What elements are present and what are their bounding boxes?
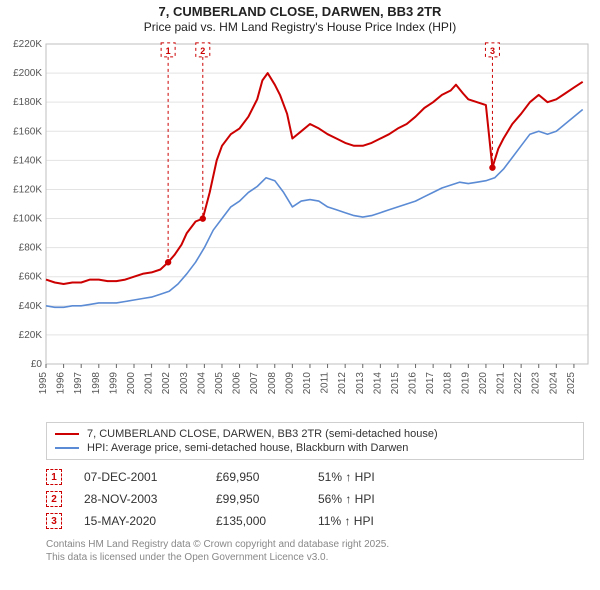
chart-svg: £0 £20K £40K £60K £80K £100K £120K £140K £160K £1… — [0, 36, 600, 416]
sale-price-2: £99,950 — [216, 492, 296, 506]
svg-text:£60K: £60K — [19, 272, 43, 283]
svg-text:3: 3 — [490, 46, 495, 56]
svg-text:2003: 2003 — [179, 372, 190, 395]
svg-text:1998: 1998 — [91, 372, 102, 395]
sale-badge-2: 2 — [46, 491, 62, 507]
svg-text:£220K: £220K — [13, 39, 42, 50]
svg-text:2013: 2013 — [355, 372, 366, 395]
sales-row: 3 15-MAY-2020 £135,000 11% ↑ HPI — [46, 510, 584, 532]
svg-text:2: 2 — [200, 46, 205, 56]
chart-title: 7, CUMBERLAND CLOSE, DARWEN, BB3 2TR — [0, 4, 600, 19]
svg-text:1995: 1995 — [38, 372, 49, 395]
legend-swatch-property — [55, 433, 79, 435]
svg-text:2004: 2004 — [196, 372, 207, 395]
svg-text:2007: 2007 — [249, 372, 260, 395]
svg-text:2005: 2005 — [214, 372, 225, 395]
svg-text:2001: 2001 — [144, 372, 155, 395]
svg-text:2018: 2018 — [443, 372, 454, 395]
svg-text:£200K: £200K — [13, 68, 42, 79]
legend: 7, CUMBERLAND CLOSE, DARWEN, BB3 2TR (se… — [46, 422, 584, 460]
sale-badge-3: 3 — [46, 513, 62, 529]
svg-text:£100K: £100K — [13, 214, 42, 225]
title-block: 7, CUMBERLAND CLOSE, DARWEN, BB3 2TR Pri… — [0, 0, 600, 36]
sales-row: 1 07-DEC-2001 £69,950 51% ↑ HPI — [46, 466, 584, 488]
svg-text:2020: 2020 — [478, 372, 489, 395]
svg-text:2000: 2000 — [126, 372, 137, 395]
footer: Contains HM Land Registry data © Crown c… — [46, 538, 584, 564]
svg-text:2014: 2014 — [372, 372, 383, 395]
svg-text:1: 1 — [166, 46, 171, 56]
footer-line-2: This data is licensed under the Open Gov… — [46, 551, 584, 564]
legend-item-hpi: HPI: Average price, semi-detached house,… — [55, 441, 575, 455]
legend-label-property: 7, CUMBERLAND CLOSE, DARWEN, BB3 2TR (se… — [87, 428, 438, 440]
svg-text:2017: 2017 — [425, 372, 436, 395]
svg-text:2006: 2006 — [232, 372, 243, 395]
legend-item-property: 7, CUMBERLAND CLOSE, DARWEN, BB3 2TR (se… — [55, 427, 575, 441]
svg-text:2022: 2022 — [513, 372, 524, 395]
footer-line-1: Contains HM Land Registry data © Crown c… — [46, 538, 584, 551]
sale-date-3: 15-MAY-2020 — [84, 514, 194, 528]
sale-price-3: £135,000 — [216, 514, 296, 528]
svg-text:2019: 2019 — [460, 372, 471, 395]
chart-subtitle: Price paid vs. HM Land Registry's House … — [0, 20, 600, 34]
page: 7, CUMBERLAND CLOSE, DARWEN, BB3 2TR Pri… — [0, 0, 600, 564]
legend-swatch-hpi — [55, 447, 79, 449]
svg-text:2024: 2024 — [548, 372, 559, 395]
svg-text:2008: 2008 — [267, 372, 278, 395]
svg-text:2021: 2021 — [496, 372, 507, 395]
svg-text:1996: 1996 — [56, 372, 67, 395]
sale-badge-1: 1 — [46, 469, 62, 485]
svg-text:£20K: £20K — [19, 330, 43, 341]
svg-text:2025: 2025 — [566, 372, 577, 395]
sale-hpi-2: 56% ↑ HPI — [318, 492, 408, 506]
sales-table: 1 07-DEC-2001 £69,950 51% ↑ HPI 2 28-NOV… — [46, 466, 584, 532]
svg-text:2011: 2011 — [320, 372, 331, 394]
svg-text:1997: 1997 — [73, 372, 84, 395]
svg-text:2016: 2016 — [408, 372, 419, 395]
svg-text:£0: £0 — [31, 359, 43, 370]
svg-text:1999: 1999 — [108, 372, 119, 395]
svg-text:£140K: £140K — [13, 155, 42, 166]
svg-text:£80K: £80K — [19, 243, 43, 254]
svg-text:2009: 2009 — [284, 372, 295, 395]
sale-hpi-3: 11% ↑ HPI — [318, 514, 408, 528]
svg-text:£120K: £120K — [13, 184, 42, 195]
sale-date-2: 28-NOV-2003 — [84, 492, 194, 506]
sales-row: 2 28-NOV-2003 £99,950 56% ↑ HPI — [46, 488, 584, 510]
svg-text:£160K: £160K — [13, 126, 42, 137]
svg-text:£180K: £180K — [13, 97, 42, 108]
svg-text:2002: 2002 — [161, 372, 172, 395]
legend-label-hpi: HPI: Average price, semi-detached house,… — [87, 442, 408, 454]
sale-price-1: £69,950 — [216, 470, 296, 484]
chart: £0 £20K £40K £60K £80K £100K £120K £140K £160K £1… — [0, 36, 600, 416]
sale-date-1: 07-DEC-2001 — [84, 470, 194, 484]
svg-text:2012: 2012 — [337, 372, 348, 395]
sale-hpi-1: 51% ↑ HPI — [318, 470, 408, 484]
svg-text:2023: 2023 — [531, 372, 542, 395]
svg-text:2010: 2010 — [302, 372, 313, 395]
svg-text:£40K: £40K — [19, 301, 43, 312]
svg-text:2015: 2015 — [390, 372, 401, 395]
